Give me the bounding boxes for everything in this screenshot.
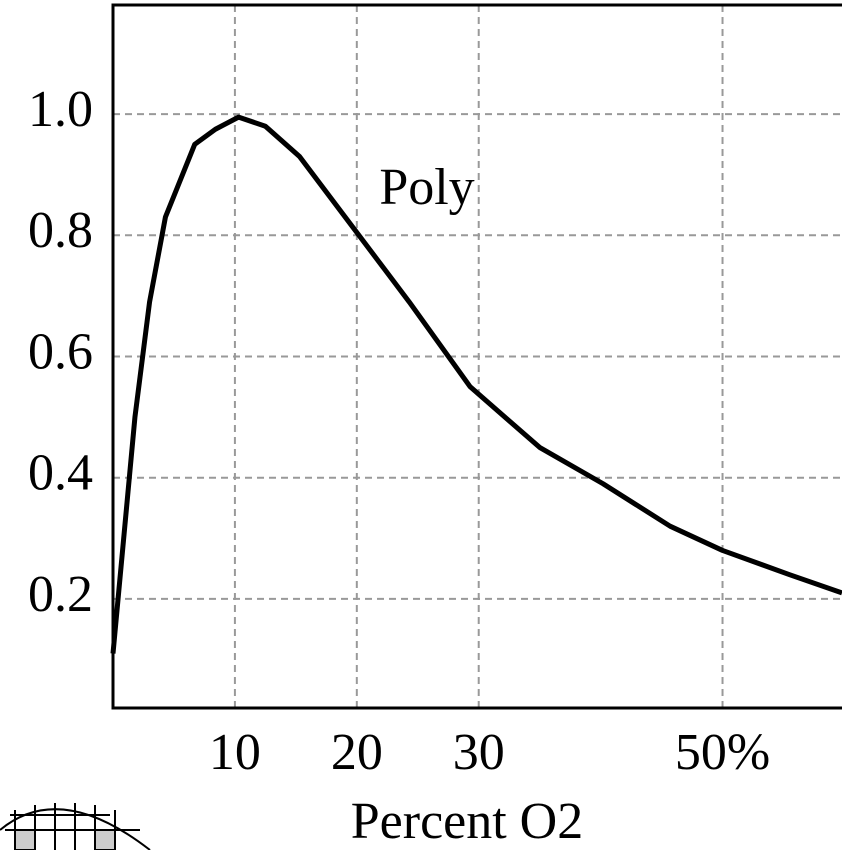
x-axis-label: Percent O2 [351, 793, 583, 850]
y-tick-label: 0.2 [28, 566, 93, 623]
line [110, 114, 842, 654]
x-tick-label: 50% [675, 724, 770, 781]
x-tick-label: 20 [331, 724, 383, 781]
y-tick-label: 0.4 [28, 445, 93, 502]
x-tick-label: 30 [453, 724, 505, 781]
x-tick-label: 10 [209, 724, 261, 781]
wafer-icon [0, 803, 151, 850]
annotation: Poly [379, 159, 474, 216]
axis-frame [111, 3, 842, 710]
y-tick-label: 0.8 [28, 202, 93, 259]
y-tick-label: 0.6 [28, 323, 93, 380]
y-tick-label: 1.0 [28, 81, 93, 138]
